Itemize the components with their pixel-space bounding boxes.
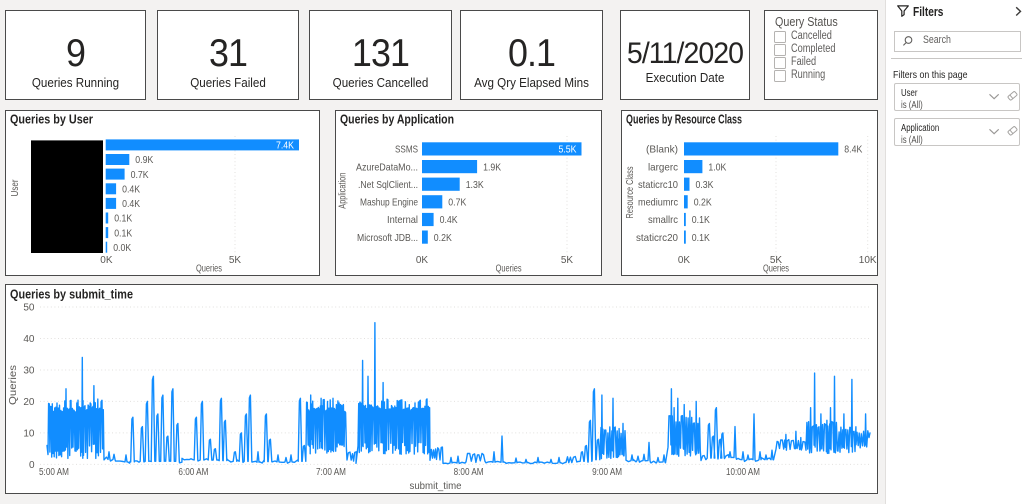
svg-text:1.3K: 1.3K xyxy=(466,179,484,191)
svg-text:staticrc10: staticrc10 xyxy=(638,179,678,191)
svg-text:5.5K: 5.5K xyxy=(559,144,577,156)
svg-text:Queries by submit_time: Queries by submit_time xyxy=(10,287,133,302)
svg-text:5K: 5K xyxy=(770,255,783,266)
svg-text:staticrc20: staticrc20 xyxy=(636,232,678,244)
svg-text:(Blank): (Blank) xyxy=(646,144,678,156)
svg-text:0.9K: 0.9K xyxy=(135,154,153,166)
svg-text:1.9K: 1.9K xyxy=(483,161,501,173)
svg-text:1.0K: 1.0K xyxy=(708,161,726,173)
svg-text:Resource Class: Resource Class xyxy=(625,167,636,219)
svg-text:submit_time: submit_time xyxy=(410,480,462,492)
svg-text:Queries by Resource Class: Queries by Resource Class xyxy=(626,112,742,127)
svg-text:0: 0 xyxy=(29,460,35,471)
svg-text:0K: 0K xyxy=(100,255,113,266)
svg-text:10:00 AM: 10:00 AM xyxy=(726,467,760,478)
svg-text:0.1K: 0.1K xyxy=(692,232,710,244)
svg-text:Queries by Application: Queries by Application xyxy=(340,112,454,127)
svg-text:largerc: largerc xyxy=(648,161,678,173)
svg-text:5K: 5K xyxy=(229,255,242,266)
svg-text:0.1K: 0.1K xyxy=(114,227,132,239)
svg-text:0.7K: 0.7K xyxy=(448,197,466,209)
svg-text:SSMS: SSMS xyxy=(395,144,418,156)
svg-text:0.4K: 0.4K xyxy=(122,184,140,196)
svg-text:Application: Application xyxy=(338,173,349,209)
svg-text:.Net SqlClient...: .Net SqlClient... xyxy=(358,179,418,191)
svg-text:20: 20 xyxy=(23,397,35,408)
svg-text:7.4K: 7.4K xyxy=(276,140,294,152)
svg-text:User: User xyxy=(10,179,21,197)
svg-text:0.1K: 0.1K xyxy=(114,213,132,225)
svg-text:smallrc: smallrc xyxy=(648,214,678,226)
svg-text:50: 50 xyxy=(23,303,35,314)
svg-text:0K: 0K xyxy=(678,255,691,266)
svg-text:Queries: Queries xyxy=(763,262,789,274)
svg-text:Queries: Queries xyxy=(496,262,522,274)
svg-text:8.4K: 8.4K xyxy=(844,144,862,156)
svg-text:6:00 AM: 6:00 AM xyxy=(178,467,208,478)
svg-text:0.7K: 0.7K xyxy=(131,169,149,181)
svg-text:30: 30 xyxy=(23,366,35,377)
svg-text:5:00 AM: 5:00 AM xyxy=(39,467,69,478)
svg-text:mediumrc: mediumrc xyxy=(638,197,678,209)
svg-text:7:00 AM: 7:00 AM xyxy=(316,467,346,478)
svg-text:8:00 AM: 8:00 AM xyxy=(454,467,484,478)
svg-text:40: 40 xyxy=(23,334,35,345)
svg-text:0.0K: 0.0K xyxy=(113,242,131,254)
svg-text:0K: 0K xyxy=(416,255,429,266)
svg-text:10: 10 xyxy=(23,428,35,439)
svg-text:10K: 10K xyxy=(859,255,877,266)
svg-text:0.2K: 0.2K xyxy=(694,197,712,209)
svg-text:Queries by User: Queries by User xyxy=(10,112,93,127)
svg-text:9:00 AM: 9:00 AM xyxy=(592,467,622,478)
svg-text:Mashup Engine: Mashup Engine xyxy=(360,197,418,209)
svg-text:0.1K: 0.1K xyxy=(692,214,710,226)
svg-text:0.4K: 0.4K xyxy=(122,198,140,210)
svg-text:0.3K: 0.3K xyxy=(696,179,714,191)
svg-text:5K: 5K xyxy=(561,255,574,266)
svg-text:AzureDataMo...: AzureDataMo... xyxy=(356,161,418,173)
svg-text:0.2K: 0.2K xyxy=(434,232,452,244)
svg-text:Microsoft JDB...: Microsoft JDB... xyxy=(357,232,418,244)
svg-text:Internal: Internal xyxy=(387,214,418,226)
svg-text:Queries: Queries xyxy=(196,262,222,274)
svg-text:Queries: Queries xyxy=(8,365,19,405)
svg-text:0.4K: 0.4K xyxy=(440,214,458,226)
